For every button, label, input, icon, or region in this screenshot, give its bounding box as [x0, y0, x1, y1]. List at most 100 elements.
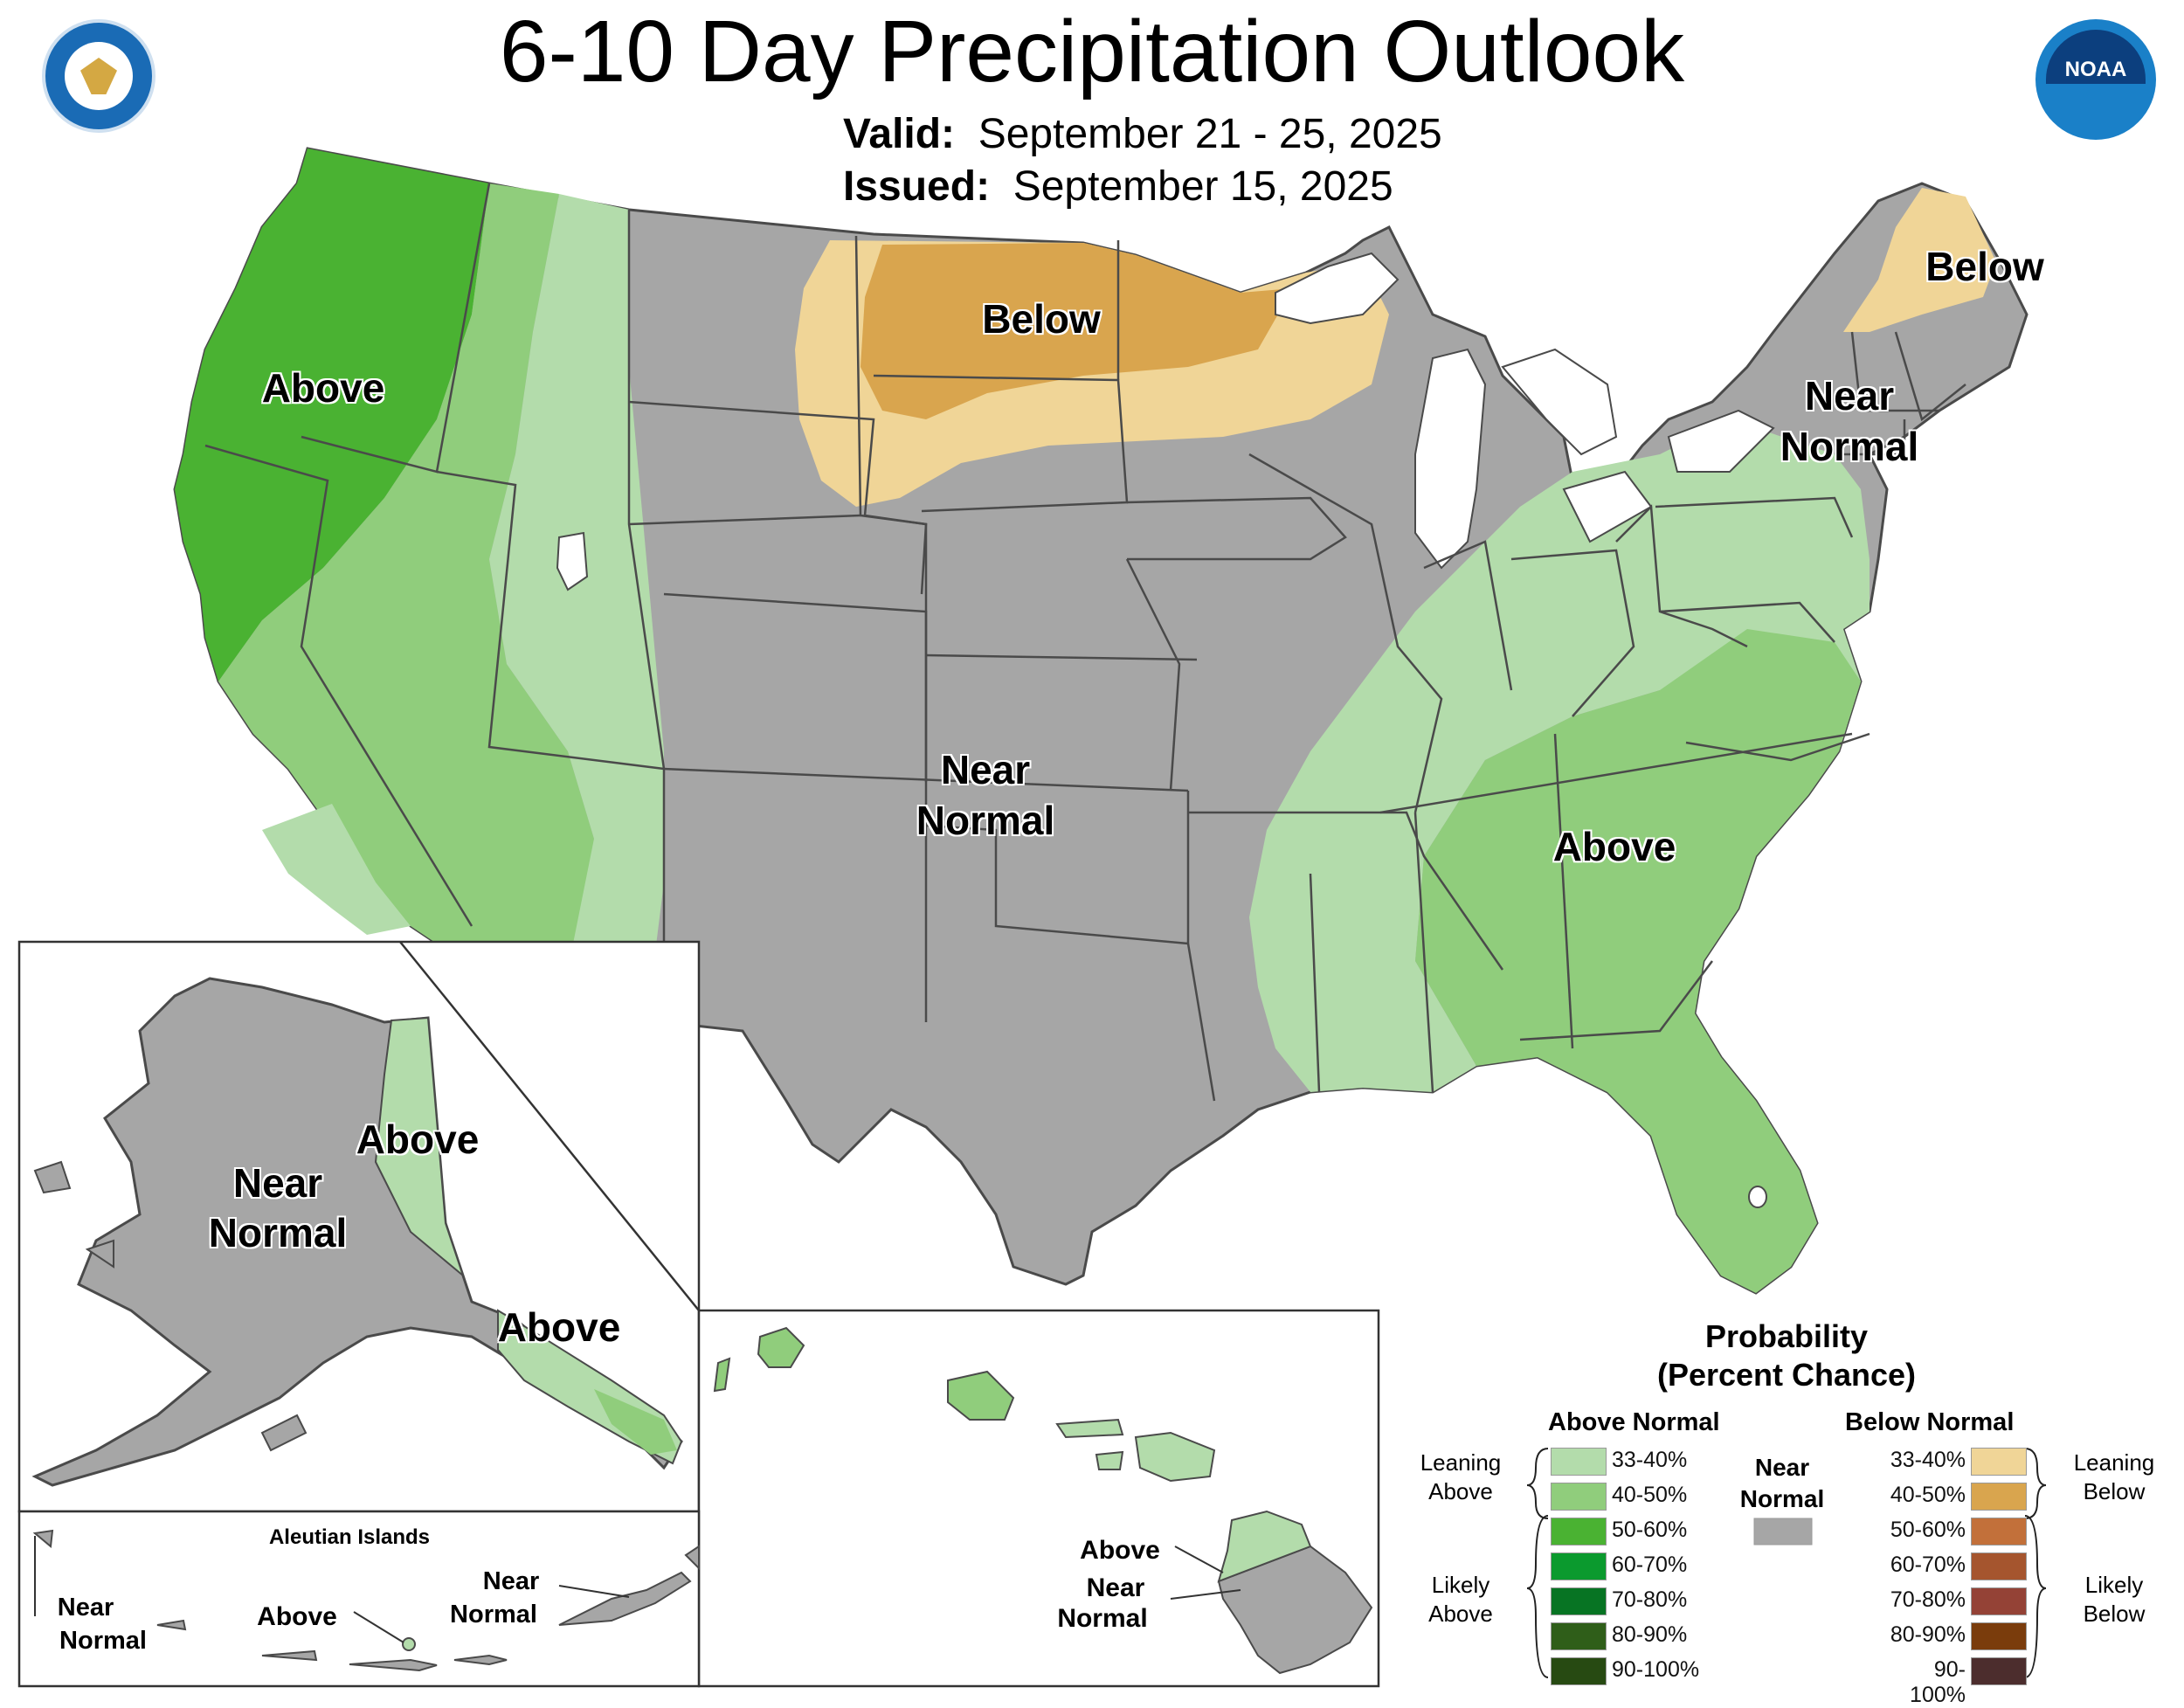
- aleutian-leader-above: [353, 1611, 404, 1643]
- inset-connector: [399, 941, 700, 1311]
- legend-above-label: 80-90%: [1612, 1622, 1688, 1647]
- legend-brackets: [1526, 1448, 2047, 1678]
- legend-title-line2: (Percent Chance): [1656, 1357, 1917, 1393]
- leaning-below-line2: Below: [2083, 1478, 2146, 1504]
- legend-below-label: 80-90%: [1890, 1622, 1966, 1647]
- legend-above-swatch: [1551, 1552, 1607, 1580]
- map-label-hi-normal: Normal: [1057, 1604, 1148, 1633]
- hawaii-big-island-above-area: [1217, 1510, 1312, 1583]
- map-label-maine-below: Below: [1925, 244, 2044, 290]
- legend-above-label: 33-40%: [1612, 1448, 1688, 1472]
- legend-below-label: 60-70%: [1890, 1552, 1966, 1577]
- legend-above-label: 70-80%: [1612, 1587, 1688, 1612]
- aleutian-inset-frame: [17, 1510, 701, 1688]
- legend-below-label: 33-40%: [1890, 1448, 1966, 1472]
- hawaii-leader-above: [1174, 1545, 1224, 1573]
- legend-above-swatch: [1551, 1518, 1607, 1545]
- map-label-hi-above: Above: [1080, 1536, 1160, 1565]
- valid-value: September 21 - 25, 2025: [978, 111, 1442, 157]
- legend-below-label: 70-80%: [1890, 1587, 1966, 1612]
- legend-below-header: Below Normal: [1845, 1408, 2015, 1436]
- legend-above-label: 60-70%: [1612, 1552, 1688, 1577]
- legend-above-label: 50-60%: [1612, 1518, 1688, 1542]
- map-label-ak-above: Above: [356, 1117, 480, 1163]
- legend-near-line1: Near: [1754, 1454, 1810, 1481]
- likely-above-line1: Likely: [1431, 1572, 1490, 1598]
- legend-above-header: Above Normal: [1548, 1408, 1720, 1436]
- alaska-east-above-area: [374, 1016, 466, 1279]
- legend-near-normal-swatch: [1753, 1518, 1813, 1545]
- florida-lake: [1748, 1186, 1767, 1208]
- map-label-al-near2: Near: [482, 1566, 540, 1595]
- hawaii-lanai: [1095, 1450, 1124, 1470]
- west-above-40-area: [218, 183, 594, 978]
- north-below-40-area: [860, 243, 1293, 419]
- likely-below-line2: Below: [2083, 1601, 2146, 1627]
- map-label-ne-normal: Normal: [1780, 424, 1919, 470]
- map-label-al-near1: Near: [57, 1593, 114, 1622]
- map-label-ak-normal: Normal: [208, 1210, 348, 1256]
- noaa-wordmark: NOAA: [2064, 58, 2127, 81]
- legend-below-swatch: [1971, 1587, 2027, 1615]
- legend-above-swatch: [1551, 1448, 1607, 1476]
- aleutian-above-island: [402, 1637, 416, 1651]
- legend-below-swatch: [1971, 1622, 2027, 1650]
- valid-line: Valid: September 21 - 25, 2025: [843, 110, 1442, 158]
- department-of-commerce-seal: [42, 19, 156, 133]
- leaning-above-line2: Above: [1428, 1478, 1493, 1504]
- legend-below-swatch: [1971, 1448, 2027, 1476]
- map-label-ak-near: Near: [232, 1160, 323, 1207]
- legend-likely-below-label: Likely Below: [2062, 1571, 2167, 1628]
- likely-above-line2: Above: [1428, 1601, 1493, 1627]
- legend-above-label: 90-100%: [1612, 1657, 1700, 1682]
- legend-below-swatch: [1971, 1657, 2027, 1685]
- hawaii-niihau: [713, 1357, 731, 1393]
- map-label-hi-near: Near: [1086, 1573, 1145, 1602]
- map-label-se-above: Above: [1552, 824, 1676, 870]
- map-label-central-normal: Normal: [916, 798, 1055, 844]
- state-borders: [204, 183, 1966, 1102]
- west-above-50-area: [175, 149, 489, 681]
- leaning-below-line1: Leaning: [2073, 1449, 2155, 1476]
- legend-below-swatch: [1971, 1483, 2027, 1511]
- valid-label: Valid:: [843, 111, 956, 157]
- east-above-40-area: [1415, 629, 1861, 1293]
- hawaii-kauai: [757, 1326, 805, 1368]
- legend-likely-above-label: Likely Above: [1408, 1571, 1513, 1628]
- legend-below-label: 50-60%: [1890, 1518, 1966, 1542]
- legend-above-swatch: [1551, 1483, 1607, 1511]
- map-label-al-normal2: Normal: [450, 1600, 537, 1628]
- legend-above-label: 40-50%: [1612, 1483, 1688, 1507]
- map-label-west-above: Above: [261, 365, 385, 411]
- hawaii-oahu: [947, 1370, 1015, 1421]
- west-above-33-area: [262, 194, 664, 1022]
- likely-below-line1: Likely: [2084, 1572, 2144, 1598]
- hawaii-maui: [1134, 1431, 1216, 1483]
- legend-title-line1: Probability: [1704, 1318, 1869, 1354]
- utah-lake: [556, 531, 589, 591]
- hawaii-molokai: [1055, 1418, 1124, 1439]
- map-label-al-normal1: Normal: [59, 1626, 147, 1655]
- legend-below-swatch: [1971, 1552, 2027, 1580]
- hawaii-big-island-near-area: [1217, 1545, 1373, 1675]
- maine-below-area: [1843, 188, 1996, 332]
- alaska-islands: [33, 1160, 308, 1452]
- map-label-north-below: Below: [982, 296, 1101, 342]
- east-above-33-area: [1249, 419, 1870, 1092]
- legend-leaning-above-label: Leaning Above: [1408, 1449, 1513, 1506]
- map-label-al-above: Above: [257, 1602, 337, 1631]
- legend-below-swatch: [1971, 1518, 2027, 1545]
- aleutian-chain: [32, 1529, 700, 1672]
- noaa-logo: NOAA: [2035, 19, 2156, 140]
- map-label-ne-near: Near: [1804, 373, 1895, 419]
- legend-below-label: 90-100%: [1910, 1657, 1966, 1707]
- issued-label: Issued:: [843, 163, 991, 210]
- legend-above-swatch: [1551, 1657, 1607, 1685]
- issued-line: Issued: September 15, 2025: [843, 163, 1393, 211]
- legend-near-line2: Normal: [1739, 1485, 1825, 1512]
- legend-above-swatch: [1551, 1622, 1607, 1650]
- map-label-aleutian-title: Aleutian Islands: [268, 1525, 431, 1549]
- hawaii-leader-near: [1170, 1589, 1241, 1600]
- legend-title: Probability (Percent Chance): [1581, 1317, 1992, 1394]
- great-lakes: [1275, 252, 1775, 570]
